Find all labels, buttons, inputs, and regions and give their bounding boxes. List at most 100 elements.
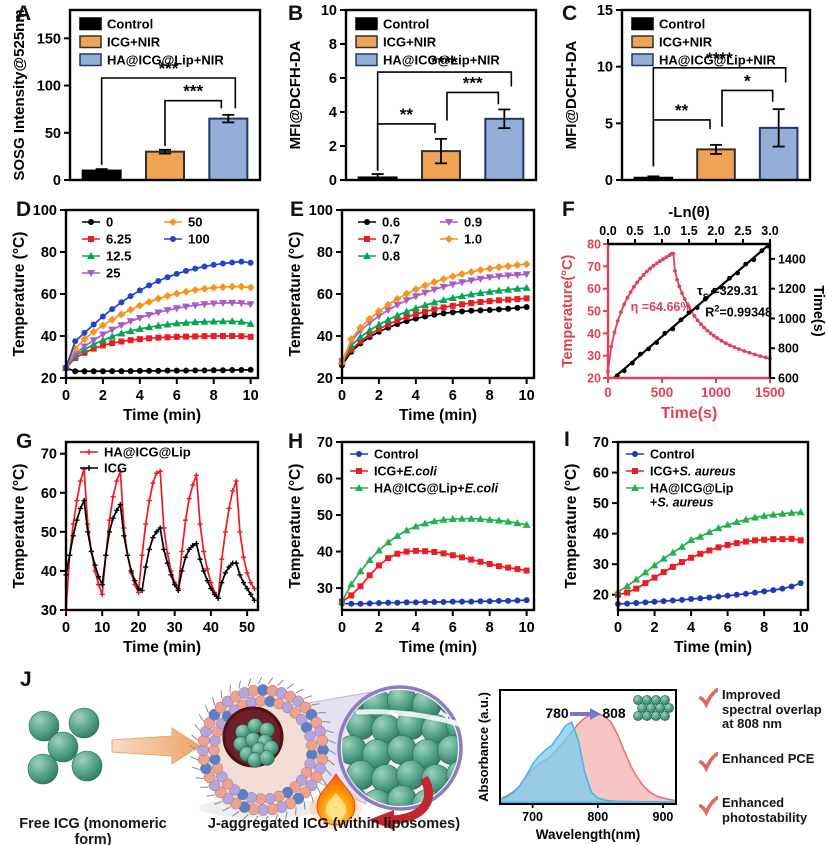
spectrum-x-tick: 800 [587, 810, 608, 824]
x-tick-label: 4 [412, 388, 420, 404]
legend-label: ICG [104, 461, 127, 476]
panel-g: 30 40 50 60 70 0 10 20 30 40 50 Temperature (°C) Tim… [0, 428, 276, 660]
sig-stars: *** [183, 82, 203, 101]
legend-label: HA@ICG@Lip+E.coli [374, 482, 499, 496]
y-tick-label: 100 [37, 79, 61, 95]
sig-stars: ** [675, 101, 689, 120]
plot-frame [64, 440, 260, 612]
x-tick-label: 10 [793, 620, 809, 636]
legend-label: ICG+NIR [383, 35, 437, 50]
x-axis-label: Time (min) [399, 407, 477, 424]
magnifier-lens-icon [337, 685, 463, 811]
y-tick-label: 0 [605, 173, 613, 189]
x-tick-label: 8 [760, 620, 768, 636]
panel-b: 0 2 4 6 8 10 MFI@DCFH-DA Control ICG+NIR HA@ICG@L… [276, 0, 552, 196]
error-bar [435, 137, 447, 165]
x-tick-label: 50 [239, 620, 255, 636]
x-tick-label: 10 [94, 620, 110, 636]
plot-frame [68, 8, 262, 182]
panel-e: 20 40 60 80 100 0 2 4 6 8 10 Temperature (°C) Time (… [276, 196, 552, 428]
legend: 0.6 0.7 0.8 0.9 1.0 [358, 215, 482, 264]
spectrum-x-label: Wavelength(nm) [536, 827, 641, 842]
annotation: η =64.66% [631, 300, 692, 314]
aggregate-icon [660, 695, 670, 705]
legend-label: 0.8 [382, 249, 400, 264]
free-icg-spheres [27, 707, 103, 785]
check-icon [698, 796, 718, 816]
series-2 [614, 508, 805, 595]
y-tick-label: 5 [605, 116, 613, 132]
bottom-tick: 1500 [755, 385, 785, 400]
y-tick-label: 40 [41, 564, 57, 580]
legend-label: HA@ICG@Lip+NIR [383, 53, 500, 68]
y-tick-label: 20 [593, 588, 609, 604]
panel-label-d: D [16, 198, 32, 221]
benefit-text: Enhanced PCE [722, 751, 815, 766]
series-0 [63, 466, 257, 613]
legend-label: Control [374, 448, 418, 462]
check-icon [698, 752, 718, 772]
y-tick-label: 30 [317, 581, 333, 597]
legend-label: ICG+NIR [659, 35, 713, 50]
series-4 [62, 282, 255, 372]
legend: Control ICG+NIR HA@ICG@Lip+NIR [631, 17, 776, 68]
y-axis-label: Temperature (°C) [563, 464, 580, 589]
right-tick: 1000 [778, 312, 806, 326]
legend-swatch [355, 35, 378, 49]
panel-label-e: E [290, 198, 305, 221]
top-tick: 2.5 [734, 224, 751, 238]
y-axis-label: Temperature (°C) [11, 464, 28, 589]
series-3 [62, 299, 255, 372]
series-1 [63, 497, 257, 603]
y-tick-label: 50 [317, 508, 333, 524]
legend-label: Control [650, 448, 694, 462]
y-tick-label: 15 [597, 3, 613, 19]
y-axis: 0 2 4 6 8 10 [321, 3, 346, 189]
panel-f: 20 30 40 50 60 70 80 0 500 1000 1500 0.0 0.5 1.0 1.5 2.… [552, 196, 826, 428]
j-aggregation-diagram: 700 800 900 Wavelength(nm) Absorbance (a.u.)… [27, 676, 677, 845]
sig-stars: *** [159, 59, 179, 78]
aggregate-icon [633, 711, 643, 721]
bottom-tick: 1000 [701, 385, 731, 400]
legend-label: ICG+NIR [107, 35, 161, 50]
plot-frame [616, 440, 810, 612]
legend-label: HA@ICG@Lip [104, 445, 191, 460]
series-1 [615, 535, 804, 598]
legend-swatch [631, 53, 654, 67]
legend: Control ICG+NIR HA@ICG@Lip+NIR [79, 17, 224, 68]
y-tick-label: 10 [321, 3, 337, 19]
legend: Control ICG+E.coli HA@ICG@Lip+E.coli [350, 448, 499, 496]
y-tick-label: 150 [37, 31, 61, 47]
error-bar [222, 113, 235, 124]
legend-label: 0.7 [382, 232, 400, 247]
left-tick: 50 [587, 305, 601, 319]
sig-bracket [164, 99, 223, 146]
legend-swatch [631, 35, 654, 49]
top-tick: 2.0 [707, 224, 724, 238]
top-axis-label: -Ln(θ) [668, 204, 709, 221]
legend-label: ICG+S. aureus [650, 465, 736, 479]
x-tick-label: 10 [519, 620, 535, 636]
aggregate-icon [660, 711, 670, 721]
spectrum-x-tick: 700 [522, 810, 543, 824]
chart-b-mfi-bar: 0 2 4 6 8 10 MFI@DCFH-DA Control ICG+NIR HA@ICG@L… [287, 3, 538, 189]
sig-bracket [652, 67, 787, 167]
x-tick-label: 0 [62, 388, 70, 404]
spectrum-monomer [499, 720, 677, 803]
legend-label: Control [107, 17, 153, 32]
x-tick-label: 2 [99, 388, 107, 404]
plot-frame [620, 8, 812, 182]
benefit-item: Enhanced PCE [698, 751, 826, 772]
legend-label: 1.0 [464, 232, 482, 247]
sig-stars: **** [431, 53, 458, 72]
legend-label: 0.6 [382, 215, 400, 230]
legend: Control ICG+S. aureus HA@ICG@Lip +S. aureus [626, 448, 736, 510]
x-tick-label: 2 [375, 620, 383, 636]
chart-e-heating-curves: 20 40 60 80 100 0 2 4 6 8 10 Temperature (°C) Time (… [287, 203, 536, 424]
aggregate-icon [651, 711, 661, 721]
legend-swatch [79, 17, 102, 31]
x-tick-label: 8 [486, 388, 494, 404]
sig-stars: * [744, 71, 751, 90]
y-tick-label: 40 [41, 329, 57, 345]
